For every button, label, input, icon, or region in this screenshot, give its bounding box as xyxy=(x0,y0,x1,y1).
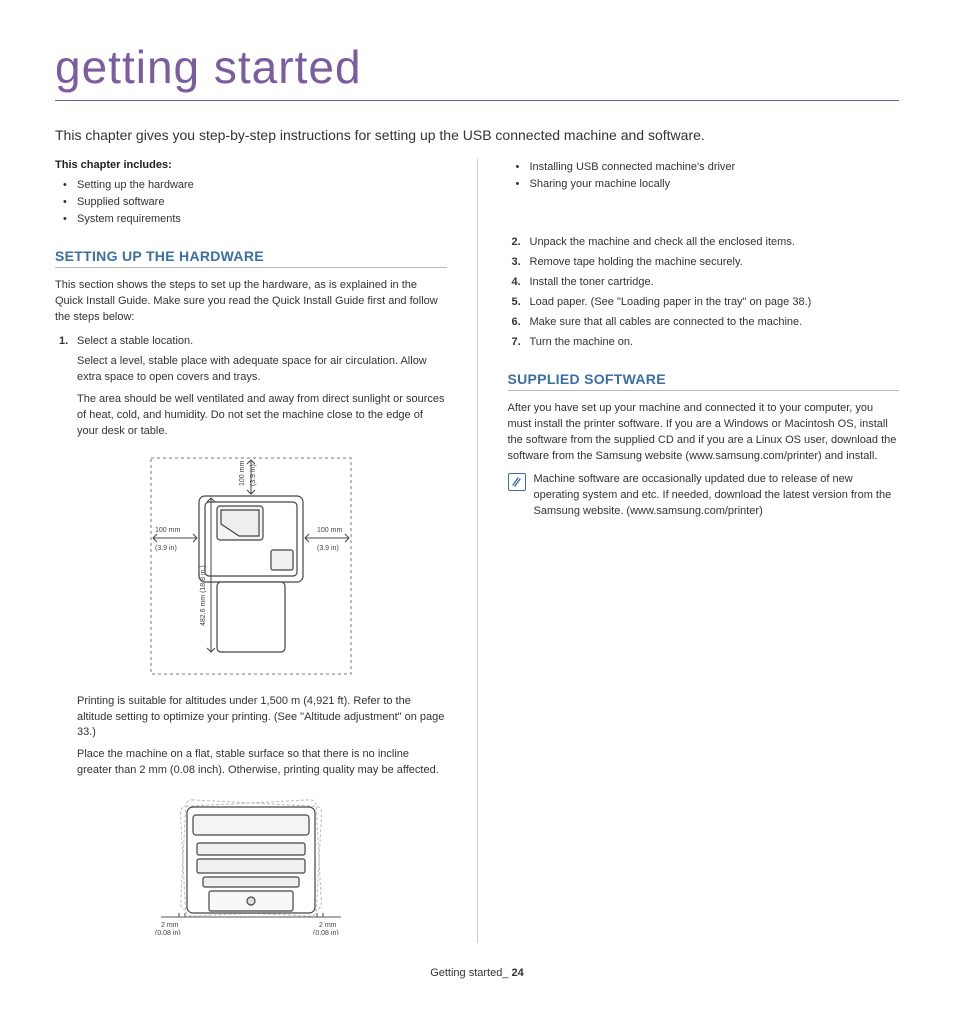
svg-text:100 mm: 100 mm xyxy=(317,527,342,534)
step-para: The area should be well ventilated and a… xyxy=(77,392,447,440)
right-column: Installing USB connected machine's drive… xyxy=(477,159,900,943)
step-item: 3. Remove tape holding the machine secure… xyxy=(508,255,900,271)
hardware-intro: This section shows the steps to set up t… xyxy=(55,278,447,326)
list-item: Supplied software xyxy=(77,194,447,211)
step-text: Install the toner cartridge. xyxy=(530,276,654,288)
svg-text:(0.08 in): (0.08 in) xyxy=(155,930,181,935)
step-number: 4. xyxy=(512,275,521,291)
software-body: After you have set up your machine and c… xyxy=(508,401,900,465)
footer-label: Getting started xyxy=(430,967,502,979)
step-text: Unpack the machine and check all the enc… xyxy=(530,236,795,248)
list-item: Sharing your machine locally xyxy=(530,176,900,193)
step-number: 3. xyxy=(512,255,521,271)
step-item: 4. Install the toner cartridge. xyxy=(508,275,900,291)
step-para: Select a level, stable place with adequa… xyxy=(77,354,447,386)
step-item: 5. Load paper. (See "Loading paper in the… xyxy=(508,295,900,311)
clearance-diagram: 100 mm (3.9 in) 100 mm (3.9 in) 100 mm (… xyxy=(121,446,381,686)
svg-text:(3.9 in): (3.9 in) xyxy=(155,545,177,552)
step-number: 6. xyxy=(512,315,521,331)
list-item: Installing USB connected machine's drive… xyxy=(530,159,900,176)
continued-steps: 2. Unpack the machine and check all the e… xyxy=(508,235,900,351)
left-includes-list: Setting up the hardware Supplied softwar… xyxy=(55,177,447,228)
step-text: Load paper. (See "Loading paper in the t… xyxy=(530,296,812,308)
step-item: 2. Unpack the machine and check all the e… xyxy=(508,235,900,251)
software-heading: SUPPLIED SOFTWARE xyxy=(508,371,900,391)
step-number: 2. xyxy=(512,235,521,251)
step-para: Printing is suitable for altitudes under… xyxy=(77,694,447,742)
step-item: 6. Make sure that all cables are connecte… xyxy=(508,315,900,331)
step-number: 7. xyxy=(512,335,521,351)
list-item: Setting up the hardware xyxy=(77,177,447,194)
note-block: Machine software are occasionally update… xyxy=(508,472,900,520)
list-item: System requirements xyxy=(77,211,447,228)
includes-heading: This chapter includes: xyxy=(55,159,447,171)
svg-text:100 mm: 100 mm xyxy=(155,527,180,534)
svg-text:(3.9 in): (3.9 in) xyxy=(317,545,339,552)
footer-sep: _ xyxy=(502,967,511,979)
chapter-intro: This chapter gives you step-by-step inst… xyxy=(55,127,899,143)
page-footer: Getting started_ 24 xyxy=(55,967,899,979)
hardware-steps: 1. Select a stable location. xyxy=(55,334,447,350)
left-column: This chapter includes: Setting up the ha… xyxy=(55,159,447,943)
page-title: getting started xyxy=(55,40,899,101)
step-text: Turn the machine on. xyxy=(530,336,634,348)
step-number: 5. xyxy=(512,295,521,311)
svg-text:(3.9 in): (3.9 in) xyxy=(250,464,257,486)
two-column-layout: This chapter includes: Setting up the ha… xyxy=(55,159,899,943)
step-para: Place the machine on a flat, stable surf… xyxy=(77,747,447,779)
hardware-heading: SETTING UP THE HARDWARE xyxy=(55,248,447,268)
svg-text:2 mm: 2 mm xyxy=(319,922,337,929)
step-text: Select a stable location. xyxy=(77,335,193,347)
tilt-diagram: 2 mm (0.08 in) 2 mm (0.08 in) xyxy=(131,785,371,935)
note-text: Machine software are occasionally update… xyxy=(534,472,900,520)
svg-text:482.6 mm (18.8 in.): 482.6 mm (18.8 in.) xyxy=(200,565,207,626)
svg-text:100 mm: 100 mm xyxy=(239,460,246,485)
step-item: 7. Turn the machine on. xyxy=(508,335,900,351)
step-item: 1. Select a stable location. xyxy=(55,334,447,350)
note-icon xyxy=(508,473,526,491)
step-number: 1. xyxy=(59,334,68,350)
step-text: Make sure that all cables are connected … xyxy=(530,316,803,328)
svg-text:2 mm: 2 mm xyxy=(161,922,179,929)
step-text: Remove tape holding the machine securely… xyxy=(530,256,743,268)
right-includes-list: Installing USB connected machine's drive… xyxy=(508,159,900,193)
svg-text:(0.08 in): (0.08 in) xyxy=(313,930,339,935)
page-number: 24 xyxy=(512,967,524,979)
